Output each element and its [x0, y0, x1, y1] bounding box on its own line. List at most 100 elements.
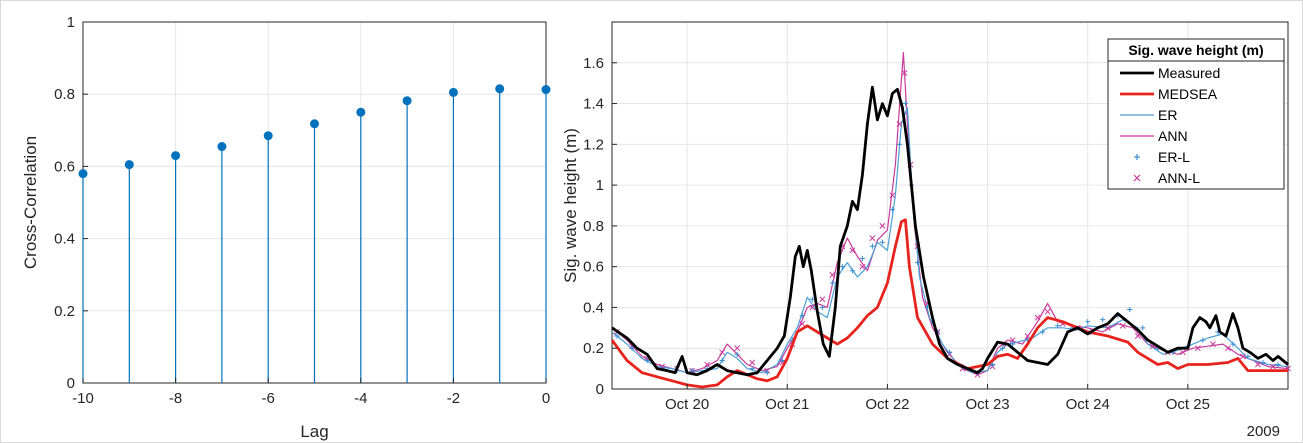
legend-label-ann: ANN — [1158, 128, 1188, 144]
stem-marker — [124, 160, 134, 170]
series-marker-er-l — [749, 366, 755, 372]
right-y-tick-label: 1.4 — [583, 96, 604, 113]
left-y-tick-label: 0.8 — [54, 86, 75, 103]
left-x-tick-label: -8 — [169, 390, 182, 407]
left-y-tick-label: 1 — [67, 14, 75, 31]
wave-height-chart: Oct 20 Oct 21 Oct 22 Oct 23 Oct 24 Oct 25 0 0.… — [561, 21, 1291, 440]
series-marker-er-l — [819, 304, 825, 311]
left-y-tick-label: 0.6 — [54, 158, 75, 175]
left-x-tick-label: -10 — [72, 390, 94, 407]
legend-title: Sig. wave height (m) — [1128, 42, 1263, 58]
series-marker-ann-l — [819, 296, 826, 303]
left-y-tick-label: 0.4 — [54, 231, 75, 248]
series-marker-er-l — [779, 357, 785, 364]
legend-label-measured: Measured — [1158, 65, 1220, 81]
series-marker-ann-l — [1224, 345, 1231, 352]
series-marker-er-l — [829, 280, 835, 286]
series-marker-er-l — [839, 264, 845, 270]
legend-swatch-ann-l — [1133, 174, 1141, 182]
right-x-tick-label: Oct 20 — [665, 396, 709, 413]
legend-label-ann-l: ANN-L — [1158, 170, 1200, 186]
series-marker-er-l — [902, 100, 909, 107]
right-x-tick-label: Oct 24 — [1066, 396, 1110, 413]
right-x-ticks: Oct 20 Oct 21 Oct 22 Oct 23 Oct 24 Oct 25 — [665, 384, 1210, 413]
series-marker-ann-l — [1104, 324, 1111, 331]
stem-marker — [310, 119, 319, 129]
series-marker-er-l — [1127, 306, 1133, 313]
stem-marker — [217, 142, 227, 152]
series-marker-ann-l — [1179, 349, 1186, 356]
series-marker-ann-l — [1134, 333, 1141, 339]
series-marker-er-l — [1230, 341, 1236, 347]
right-x-tick-label: Oct 23 — [965, 396, 1009, 413]
series-marker-er-l — [1260, 359, 1266, 366]
series-marker-ann-l — [734, 345, 741, 352]
series-marker-ann-l — [1255, 361, 1261, 368]
series-line-measured — [611, 85, 1289, 377]
series-marker-ann-l — [869, 235, 876, 242]
series-marker-ann-l — [1044, 308, 1051, 315]
series-marker-ann-l — [719, 349, 726, 356]
series-marker-er-l — [719, 357, 725, 364]
series-marker-ann-l — [859, 263, 866, 270]
series-marker-ann-l — [799, 320, 806, 327]
legend-label-er-l: ER-L — [1158, 149, 1190, 165]
right-y-tick-label: 1 — [596, 177, 604, 194]
series-marker-er-l — [809, 296, 815, 302]
series-marker-er-l — [1085, 319, 1091, 325]
series-marker-ann-l — [1194, 345, 1201, 352]
series-marker-er-l — [946, 349, 953, 355]
series-marker-er-l — [1140, 325, 1146, 331]
series-marker-er-l — [1200, 337, 1206, 343]
series-marker-er-l — [879, 239, 885, 245]
stem-marker — [448, 87, 458, 97]
right-plot-box — [611, 21, 1289, 390]
series-marker-ann-l — [829, 271, 836, 278]
right-y-tick-label: 0 — [596, 381, 604, 398]
series-marker-er-l — [859, 255, 865, 262]
left-y-tick-label: 0.2 — [54, 303, 75, 320]
left-x-tick-label: -2 — [447, 390, 460, 407]
left-x-tick-label: 0 — [542, 390, 550, 407]
series-marker-ann-l — [1034, 314, 1041, 321]
series-marker-ann-l — [1009, 337, 1016, 344]
series-marker-er-l — [1100, 317, 1106, 323]
stem-marker — [541, 85, 551, 95]
legend-box — [1107, 38, 1285, 190]
series-marker-er-l — [1055, 323, 1061, 329]
stem-marker — [78, 169, 88, 179]
left-x-tick-label: -6 — [262, 390, 275, 407]
series-marker-er-l — [1009, 341, 1016, 347]
right-y-ticks: 0 0.2 0.4 0.6 0.8 1 1.2 1.4 1.6 — [583, 55, 617, 398]
right-x-tick-label: Oct 22 — [865, 396, 909, 413]
right-series — [610, 52, 1291, 389]
year-label: 2009 — [1247, 423, 1280, 440]
right-x-tick-label: Oct 25 — [1166, 396, 1210, 413]
series-marker-ann-l — [1119, 322, 1126, 329]
series-marker-er-l — [614, 333, 620, 339]
right-y-axis-label: Sig. wave height (m) — [561, 128, 580, 283]
left-x-ticks: -10 -8 -6 -4 -2 0 — [72, 378, 550, 407]
series-marker-ann-l — [809, 304, 816, 311]
series-marker-ann-l — [1270, 363, 1276, 370]
left-y-tick-label: 0 — [67, 375, 75, 392]
stem-marker — [402, 96, 412, 106]
legend-label-er: ER — [1158, 107, 1177, 123]
right-x-tick-label: Oct 21 — [765, 396, 809, 413]
series-marker-er-l — [764, 370, 770, 376]
legend-items: Measured MEDSEA ER ANN ER-L ANN-L — [1120, 65, 1220, 186]
stem-marker — [171, 151, 181, 161]
legend-label-medsea: MEDSEA — [1158, 86, 1218, 102]
series-marker-er-l — [849, 268, 855, 274]
left-y-ticks: 0 0.2 0.4 0.6 0.8 1 — [54, 14, 88, 392]
series-marker-er-l — [734, 351, 740, 357]
left-x-tick-label: -4 — [354, 390, 367, 407]
legend: Sig. wave height (m) Measured MEDSEA ER ANN… — [1107, 38, 1285, 190]
series-marker-er-l — [1245, 353, 1251, 359]
series-marker-er-l — [1275, 361, 1281, 368]
series-marker-ann-l — [1209, 341, 1216, 348]
series-marker-ann-l — [704, 361, 711, 368]
series-marker-ann-l — [1239, 353, 1246, 360]
series-marker-ann-l — [749, 359, 756, 366]
left-stems — [78, 84, 551, 383]
